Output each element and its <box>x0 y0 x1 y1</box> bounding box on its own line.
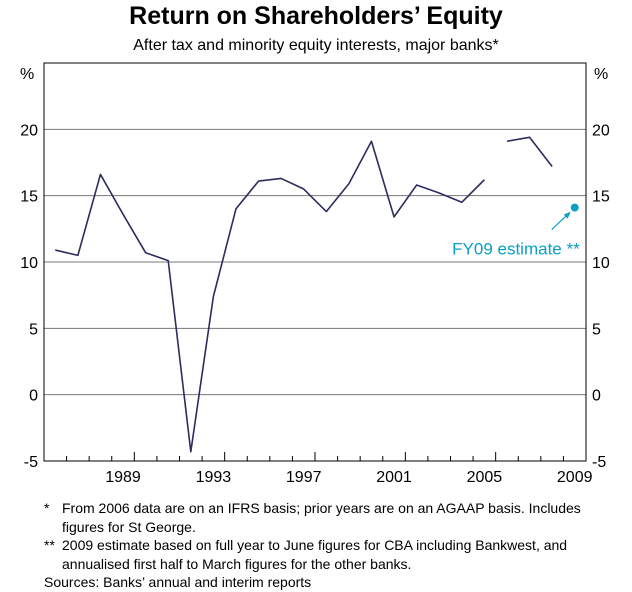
y-tick-left-15: 15 <box>20 189 38 206</box>
estimate-annotation: FY09 estimate ** <box>452 240 580 259</box>
y-tick-right-15: 15 <box>592 189 610 206</box>
y-unit-left: % <box>20 66 34 83</box>
chart-subtitle: After tax and minority equity interests,… <box>133 37 499 54</box>
y-tick-right-0: 0 <box>592 388 601 405</box>
footnote-1-mark: * <box>44 500 50 516</box>
series-line-segment-1 <box>55 140 485 453</box>
footnote-1: * From 2006 data are on an IFRS basis; p… <box>44 499 624 536</box>
x-tick-label-1997: 1997 <box>286 469 322 486</box>
y-tick-right--5: -5 <box>592 454 606 471</box>
x-tick-label-1993: 1993 <box>196 469 232 486</box>
y-unit-right: % <box>594 66 608 83</box>
footnote-2-mark: ** <box>44 537 55 553</box>
series-line-segment-2 <box>506 136 553 167</box>
x-tick-label-1989: 1989 <box>105 469 141 486</box>
footnote-2: ** 2009 estimate based on full year to J… <box>44 536 624 573</box>
estimate-arrowhead <box>563 211 571 219</box>
x-tick-label-2009: 2009 <box>557 469 593 486</box>
fy09-estimate-point <box>570 203 579 212</box>
y-tick-right-5: 5 <box>592 321 601 338</box>
y-tick-left-10: 10 <box>20 255 38 272</box>
y-tick-left-5: 5 <box>29 321 38 338</box>
y-tick-right-20: 20 <box>592 122 610 139</box>
chart-title: Return on Shareholders’ Equity <box>129 2 503 30</box>
y-tick-right-10: 10 <box>592 255 610 272</box>
sources-note: Sources: Banks’ annual and interim repor… <box>44 574 312 590</box>
chart-area: -5 -5 0 0 5 5 10 10 15 15 20 20% % 1989 1993 1997 2001 20… <box>20 62 610 486</box>
footnote-1-text: From 2006 data are on an IFRS basis; pri… <box>62 500 581 535</box>
footnotes: * From 2006 data are on an IFRS basis; p… <box>44 499 624 592</box>
x-tick-label-2005: 2005 <box>467 469 503 486</box>
footnote-2-text: 2009 estimate based on full year to June… <box>62 537 568 572</box>
x-tick-label-2001: 2001 <box>376 469 412 486</box>
y-tick-left--5: -5 <box>24 454 38 471</box>
y-tick-left-20: 20 <box>20 122 38 139</box>
y-tick-left-0: 0 <box>29 388 38 405</box>
